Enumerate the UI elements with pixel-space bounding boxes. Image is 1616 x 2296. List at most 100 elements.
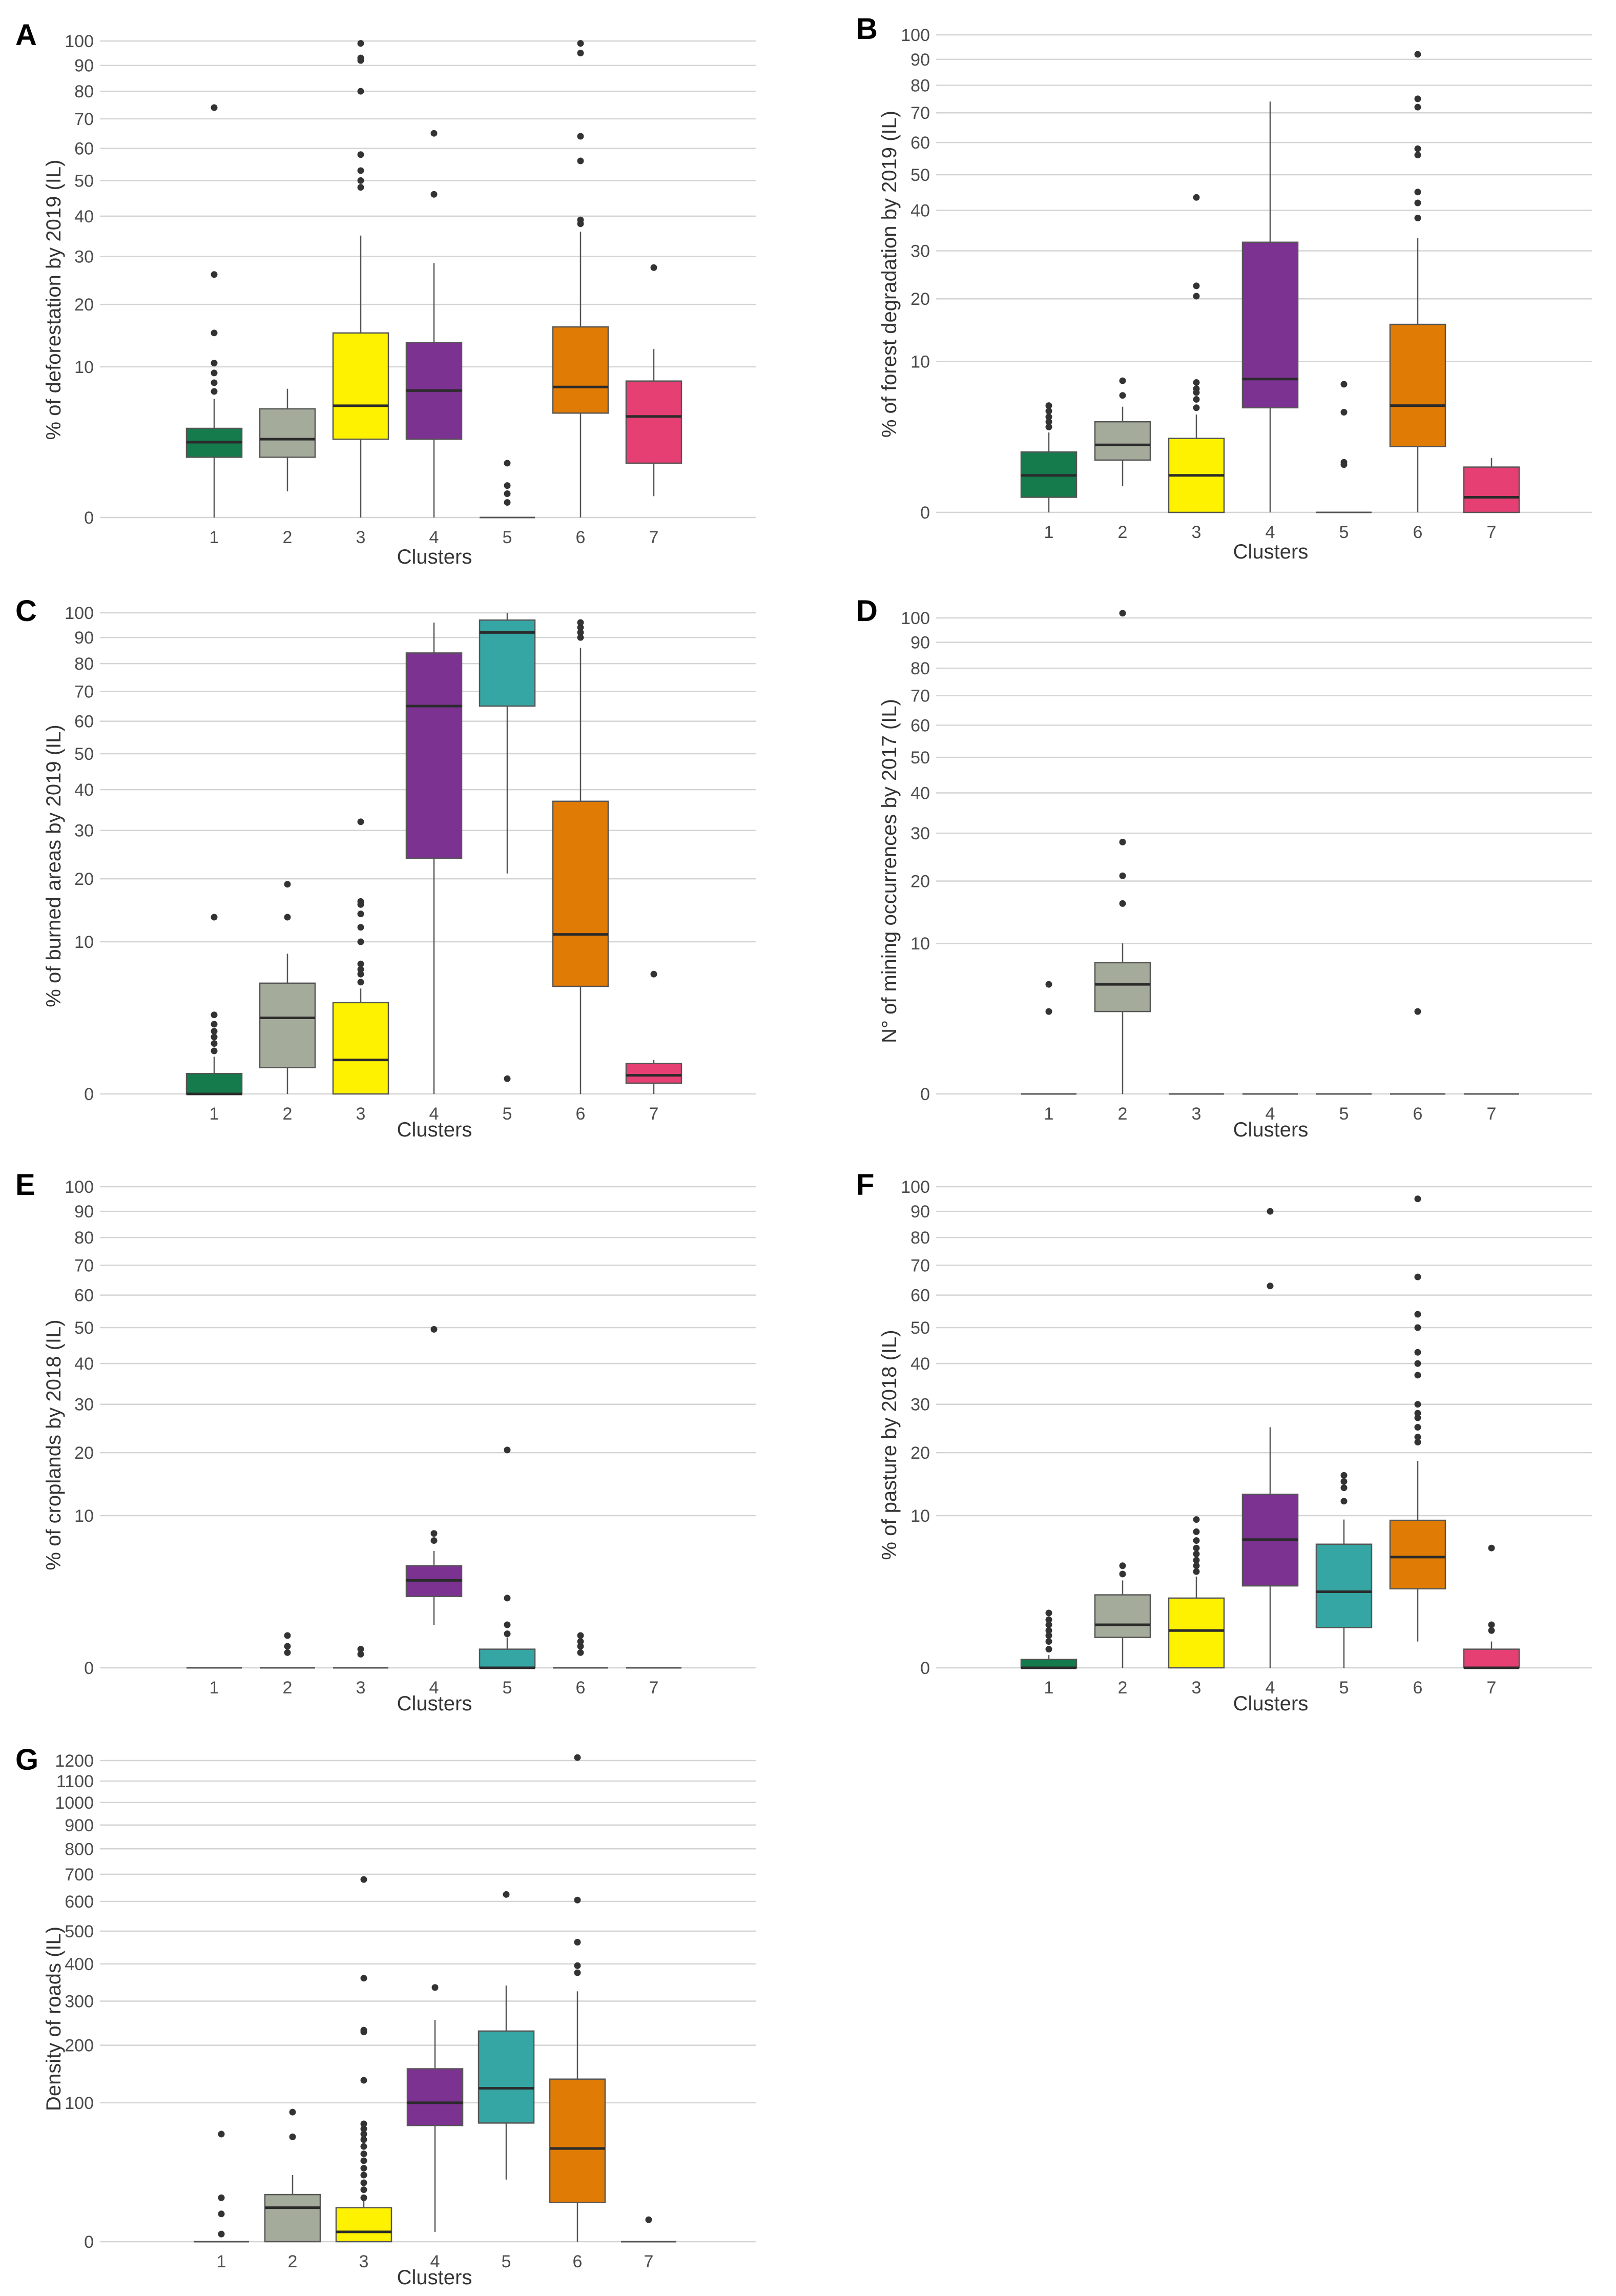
outlier-d-2-1 xyxy=(1119,872,1126,879)
y-tick-label-g-500: 500 xyxy=(65,1922,94,1941)
panel-letter-g: G xyxy=(15,1743,38,1776)
outlier-b-6-1 xyxy=(1414,199,1421,206)
y-tick-label-e-10: 10 xyxy=(74,1506,94,1526)
box-g-cluster-4 xyxy=(406,1984,464,2232)
panel-a: A % of deforestation by 2019 (IL) Cluste… xyxy=(15,18,756,568)
outlier-c-6-2 xyxy=(577,624,584,631)
x-tick-label-f-6: 6 xyxy=(1413,1678,1423,1698)
y-tick-label-f-80: 80 xyxy=(910,1228,930,1248)
iqr-box-a-2 xyxy=(259,408,316,458)
outlier-a-5-2 xyxy=(504,482,511,489)
box-d-cluster-2 xyxy=(1094,610,1151,1094)
outlier-b-1-1 xyxy=(1045,418,1052,425)
x-axis-title-b: Clusters xyxy=(1233,541,1309,563)
y-axis-title-b: % of forest degradation by 2019 (IL) xyxy=(878,111,901,438)
outlier-d-6-0 xyxy=(1414,1008,1421,1015)
outlier-a-6-5 xyxy=(577,40,584,47)
outlier-c-1-0 xyxy=(211,1047,218,1054)
outlier-f-2-1 xyxy=(1119,1562,1126,1569)
box-e-cluster-2 xyxy=(260,1632,315,1669)
y-tick-label-d-30: 30 xyxy=(910,824,930,843)
y-axis-title-c: % of burned areas by 2019 (IL) xyxy=(43,725,65,1007)
outlier-a-1-2 xyxy=(211,369,218,377)
outlier-e-5-3 xyxy=(504,1446,511,1454)
outlier-e-2-1 xyxy=(284,1643,291,1650)
panel-letter-f: F xyxy=(856,1168,874,1202)
x-tick-label-c-7: 7 xyxy=(649,1104,659,1124)
y-tick-label-e-70: 70 xyxy=(74,1256,94,1275)
outlier-d-2-3 xyxy=(1119,610,1126,617)
box-a-cluster-5 xyxy=(480,460,535,519)
outlier-a-1-6 xyxy=(211,104,218,111)
outlier-b-5-3 xyxy=(1340,381,1348,388)
outlier-c-3-9 xyxy=(357,818,364,825)
iqr-box-c-5 xyxy=(479,619,536,707)
x-tick-label-e-7: 7 xyxy=(649,1678,659,1698)
box-g-cluster-3 xyxy=(335,1876,392,2243)
iqr-box-c-1 xyxy=(185,1072,243,1095)
outlier-g-3-16 xyxy=(360,1876,367,1883)
y-tick-label-f-30: 30 xyxy=(910,1395,930,1415)
outlier-g-3-3 xyxy=(360,2171,367,2179)
outlier-f-2-0 xyxy=(1119,1570,1126,1578)
outlier-c-1-4 xyxy=(211,1021,218,1028)
box-g-cluster-1 xyxy=(194,2130,249,2243)
x-tick-label-c-1: 1 xyxy=(210,1104,219,1124)
outlier-c-6-0 xyxy=(577,634,584,641)
outlier-g-3-1 xyxy=(360,2186,367,2194)
outlier-d-2-2 xyxy=(1119,838,1126,845)
outlier-c-6-1 xyxy=(577,629,584,636)
y-tick-label-a-70: 70 xyxy=(74,110,94,129)
box-c-cluster-4 xyxy=(405,622,463,1094)
outlier-a-1-1 xyxy=(211,379,218,386)
box-b-cluster-3 xyxy=(1168,194,1225,513)
x-tick-label-a-1: 1 xyxy=(210,528,219,547)
y-tick-label-a-30: 30 xyxy=(74,247,94,267)
outlier-b-1-4 xyxy=(1045,402,1052,409)
outlier-f-1-1 xyxy=(1045,1638,1052,1645)
y-tick-label-g-600: 600 xyxy=(65,1892,94,1912)
box-f-cluster-3 xyxy=(1168,1516,1225,1669)
outlier-c-7-0 xyxy=(650,970,657,978)
y-tick-label-g-900: 900 xyxy=(65,1816,94,1835)
iqr-box-f-5 xyxy=(1315,1543,1373,1628)
panel-letter-b: B xyxy=(856,12,878,46)
outlier-f-7-0 xyxy=(1488,1627,1495,1634)
x-tick-label-e-5: 5 xyxy=(503,1678,512,1698)
y-tick-label-d-10: 10 xyxy=(910,934,930,954)
outlier-g-1-0 xyxy=(218,2230,225,2238)
x-tick-label-g-5: 5 xyxy=(502,2252,511,2271)
box-c-cluster-7 xyxy=(625,970,682,1094)
outlier-b-3-4 xyxy=(1193,379,1200,386)
box-a-cluster-7 xyxy=(625,264,682,497)
outlier-a-6-1 xyxy=(577,216,584,223)
y-axis-title-f: % of pasture by 2018 (IL) xyxy=(878,1330,901,1560)
plot-area-c: 0 10 20 30 40 50 60 70 80 90 100 1 2 3 4 5 6 7 xyxy=(65,604,756,1124)
y-tick-label-g-400: 400 xyxy=(65,1955,94,1974)
y-tick-label-c-50: 50 xyxy=(74,744,94,764)
outlier-b-3-3 xyxy=(1193,385,1200,392)
x-tick-label-d-5: 5 xyxy=(1339,1104,1349,1124)
x-tick-label-d-2: 2 xyxy=(1118,1104,1128,1124)
outlier-f-6-10 xyxy=(1414,1311,1421,1318)
x-tick-label-a-3: 3 xyxy=(356,528,366,547)
iqr-box-b-7 xyxy=(1463,466,1520,513)
outlier-g-3-7 xyxy=(360,2143,367,2150)
outlier-b-6-5 xyxy=(1414,104,1421,111)
outlier-c-2-1 xyxy=(284,881,291,888)
y-tick-label-f-20: 20 xyxy=(910,1443,930,1463)
outlier-f-6-6 xyxy=(1414,1372,1421,1379)
outlier-g-5-0 xyxy=(503,1891,510,1898)
outlier-a-3-3 xyxy=(357,151,364,158)
outlier-c-3-4 xyxy=(357,938,364,945)
y-tick-label-d-80: 80 xyxy=(910,659,930,678)
outlier-g-3-9 xyxy=(360,2130,367,2138)
outlier-b-6-6 xyxy=(1414,95,1421,102)
y-tick-label-e-20: 20 xyxy=(74,1443,94,1463)
y-tick-label-c-10: 10 xyxy=(74,933,94,952)
outlier-c-3-1 xyxy=(357,970,364,978)
iqr-box-g-2 xyxy=(264,2194,321,2243)
panel-f: F % of pasture by 2018 (IL) Clusters 0 10… xyxy=(856,1168,1592,1715)
outlier-f-6-0 xyxy=(1414,1439,1421,1446)
outlier-f-3-1 xyxy=(1193,1562,1200,1569)
